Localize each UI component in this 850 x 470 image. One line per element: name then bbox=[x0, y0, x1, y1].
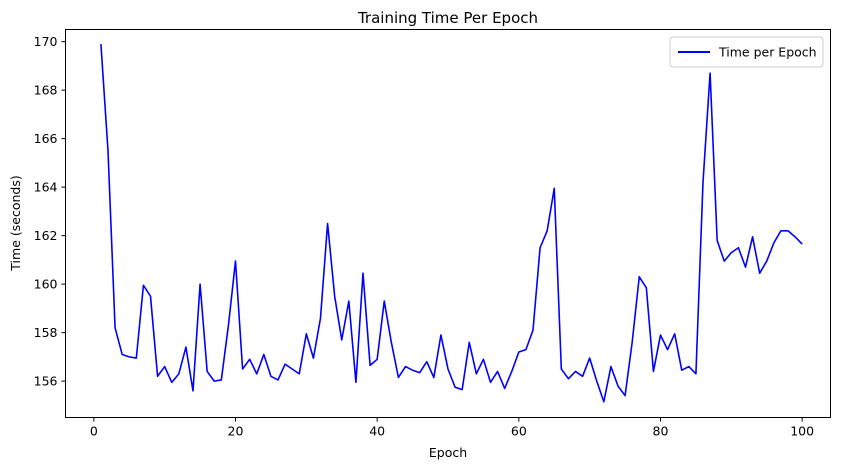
chart-title: Training Time Per Epoch bbox=[357, 9, 538, 27]
legend: Time per Epoch bbox=[669, 36, 824, 68]
series-layer bbox=[100, 43, 803, 403]
plot-area bbox=[65, 29, 831, 418]
x-tick-label: 40 bbox=[369, 424, 385, 439]
y-axis-ticks: 156 158 160 162 164 166 168 170 bbox=[34, 34, 66, 389]
series-line bbox=[100, 43, 803, 403]
y-tick-label: 156 bbox=[34, 374, 58, 389]
y-tick-label: 164 bbox=[34, 180, 58, 195]
y-tick-label: 168 bbox=[34, 83, 58, 98]
x-tick-label: 100 bbox=[790, 424, 814, 439]
x-tick-label: 80 bbox=[653, 424, 669, 439]
y-tick-label: 170 bbox=[34, 34, 58, 49]
x-tick-label: 60 bbox=[511, 424, 527, 439]
y-tick-label: 160 bbox=[34, 277, 58, 292]
y-tick-label: 158 bbox=[34, 325, 58, 340]
x-axis-ticks: 0 20 40 60 80 100 bbox=[90, 417, 814, 439]
plot-frame bbox=[65, 29, 831, 418]
y-tick-label: 162 bbox=[34, 228, 58, 243]
x-tick-label: 0 bbox=[90, 424, 98, 439]
y-axis-title: Time (seconds) bbox=[8, 175, 23, 271]
x-axis-title: Epoch bbox=[429, 445, 467, 460]
legend-box bbox=[669, 36, 824, 68]
x-tick-label: 20 bbox=[228, 424, 244, 439]
legend-label: Time per Epoch bbox=[718, 45, 817, 60]
y-tick-label: 166 bbox=[34, 131, 58, 146]
